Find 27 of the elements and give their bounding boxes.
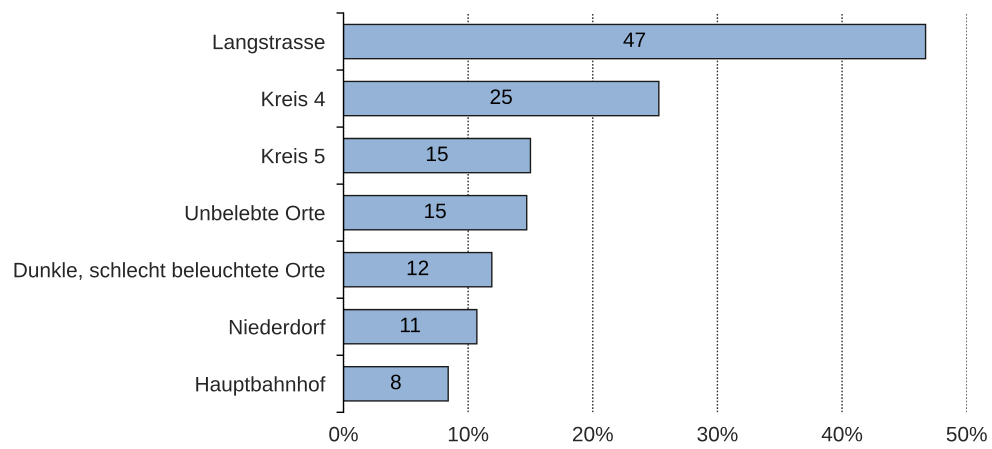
y-tick-label: Niederdorf (230, 319, 326, 334)
bar (344, 138, 532, 174)
y-tick-label: Langstrasse (214, 34, 325, 54)
bar (344, 24, 926, 60)
x-tick-label: 0% (329, 426, 358, 442)
data-label: 25 (490, 89, 512, 104)
x-tick-label: 30% (697, 426, 738, 442)
y-tick-label: Kreis 5 (262, 148, 325, 164)
data-label: 8 (390, 374, 401, 390)
x-tick-label: 20% (572, 426, 613, 442)
bar (344, 366, 449, 402)
data-label: 12 (408, 260, 428, 276)
data-label: 15 (425, 204, 446, 218)
y-tick-label: Dunkle, schlecht beleuchtete Orte (14, 262, 325, 280)
x-tick-label: 10% (448, 426, 488, 442)
y-tick-label: Kreis 4 (262, 91, 325, 106)
data-label: 15 (426, 146, 448, 162)
bar (344, 252, 493, 288)
data-label: 47 (623, 32, 646, 47)
x-tick-label: 40% (822, 426, 862, 442)
x-tick-label: 50% (946, 426, 987, 442)
data-label: 11 (400, 318, 420, 332)
bar (344, 194, 528, 230)
y-tick-label: Hauptbahnhof (196, 376, 326, 396)
y-tick-label: Unbelebte Orte (186, 205, 325, 220)
bar (344, 308, 478, 345)
bar (344, 80, 660, 116)
